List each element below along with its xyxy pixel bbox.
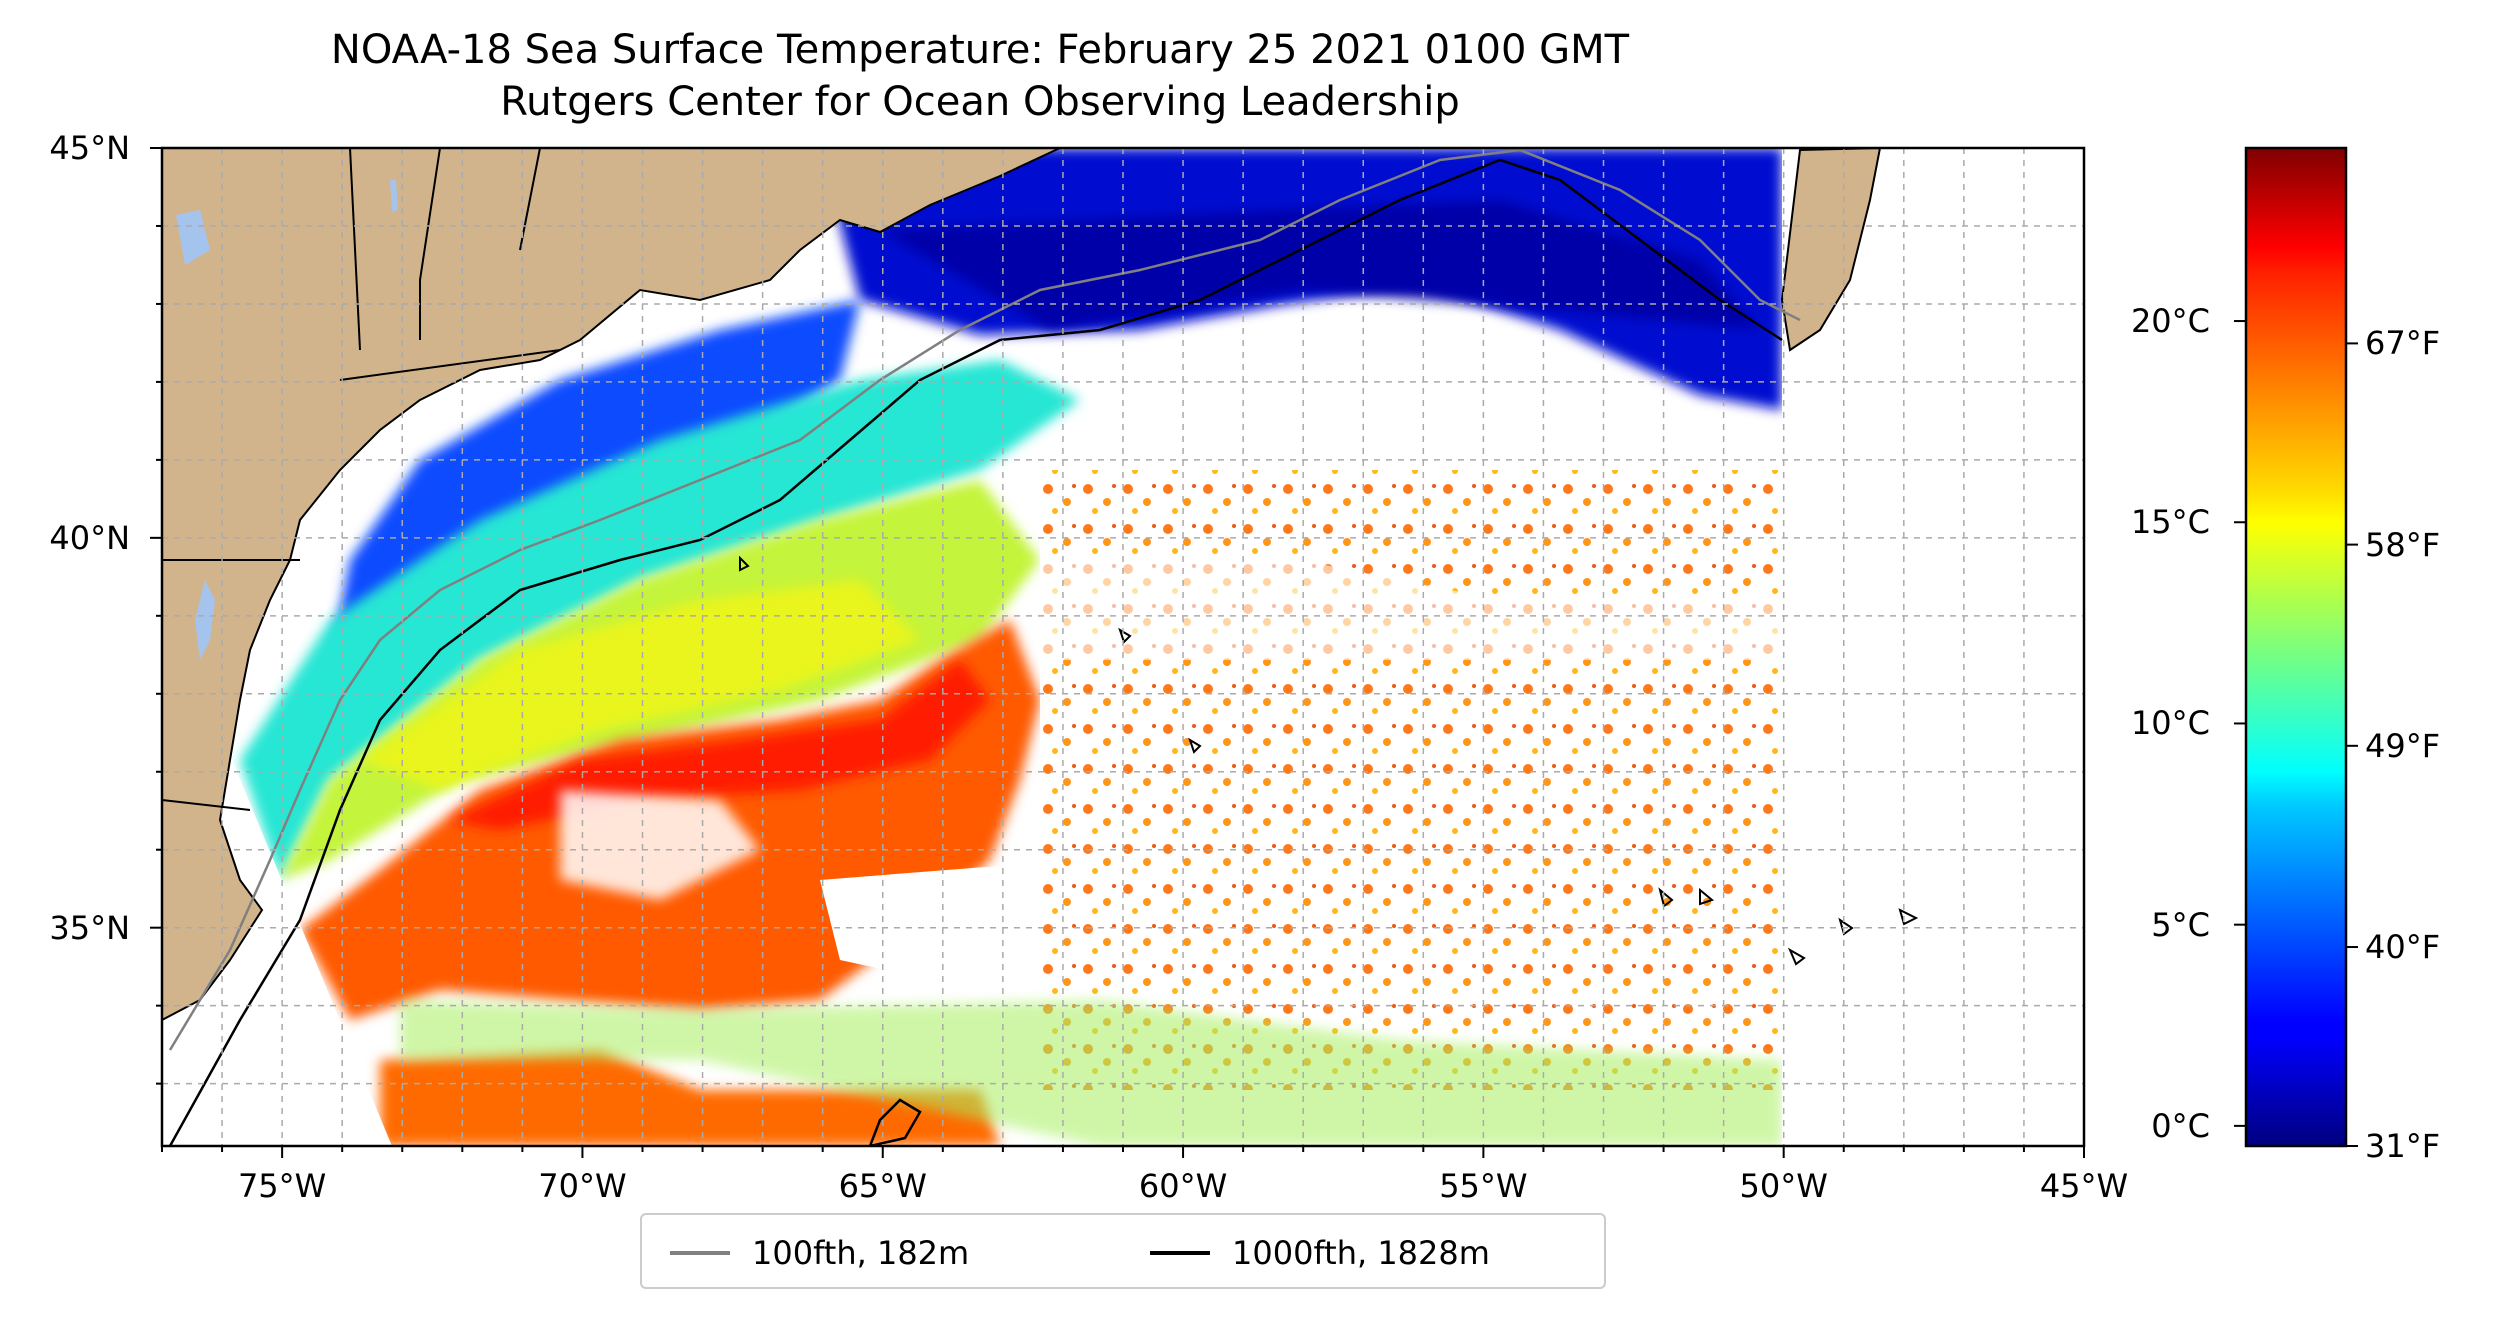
colorbar-fahrenheit-label: 67°F: [2365, 324, 2441, 363]
colorbar-celsius-label: 15°C: [2130, 503, 2210, 542]
lat-tick-label: 35°N: [49, 908, 130, 947]
lon-tick-label: 50°W: [1739, 1167, 1828, 1205]
chart-title: NOAA-18 Sea Surface Temperature: Februar…: [330, 27, 1630, 73]
contour-100fth: [168, 148, 1801, 1051]
lat-tick-label: 40°N: [49, 518, 130, 557]
colorbar-celsius-label: 10°C: [2130, 704, 2210, 743]
colorbar-celsius-label: 0°C: [2151, 1106, 2210, 1145]
legend-label-100fth: 100fth, 182m: [752, 1234, 970, 1272]
lat-tick-label: 45°N: [49, 129, 130, 167]
legend: 100fth, 182m 1000fth, 1828m: [640, 1213, 1606, 1289]
colorbar-fahrenheit-label: 31°F: [2365, 1127, 2441, 1165]
gridlines: [161, 147, 2085, 1146]
bathymetry-contours: [168, 148, 1919, 1146]
colorbar-fahrenheit-label: 58°F: [2365, 525, 2441, 564]
colorbar: [2244, 146, 2348, 1148]
lon-tick-label: 70°W: [538, 1167, 627, 1205]
colorbar-fahrenheit-label: 49°F: [2365, 726, 2441, 765]
legend-swatch-100fth: [670, 1251, 730, 1255]
lon-tick-label: 55°W: [1439, 1167, 1528, 1205]
legend-label-1000fth: 1000fth, 1828m: [1232, 1234, 1490, 1272]
legend-item-100fth: 100fth, 182m: [670, 1233, 969, 1273]
legend-item-1000fth: 1000fth, 1828m: [1150, 1233, 1490, 1273]
contour-1000fth: [168, 158, 1783, 1146]
legend-swatch-1000fth: [1150, 1251, 1210, 1255]
lon-tick-label: 45°W: [2039, 1167, 2129, 1205]
lon-tick-label: 65°W: [838, 1167, 927, 1205]
colorbar-fahrenheit-label: 40°F: [2365, 928, 2441, 967]
lon-tick-label: 60°W: [1138, 1167, 1228, 1205]
land: [162, 148, 1882, 1022]
colorbar-celsius-label: 20°C: [2130, 302, 2210, 341]
colorbar-ticks: [2234, 320, 2358, 1147]
axis-ticks: [150, 147, 2085, 1158]
lon-tick-label: 75°W: [237, 1167, 327, 1205]
colorbar-celsius-label: 5°C: [2151, 905, 2210, 944]
chart-subtitle: Rutgers Center for Ocean Observing Leade…: [500, 79, 1460, 125]
